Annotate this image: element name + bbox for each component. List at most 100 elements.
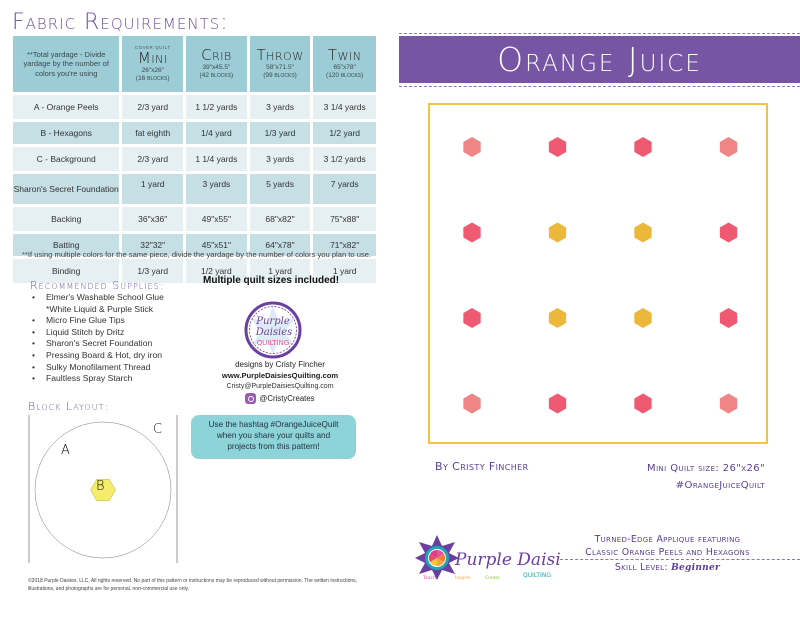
header-size-throw: Throw 58"x71.5" (99 blocks) — [249, 36, 311, 92]
header-note-cell: **Total yardage - Divide yardage by the … — [13, 36, 120, 92]
supply-item: • Liquid Stitch by Dritz — [30, 327, 164, 339]
table-cell: 1 1/2 yards — [186, 95, 247, 119]
hashtag-line: Use the hashtag #OrangeJuiceQuilt — [208, 420, 339, 429]
logo-word-teach: Teach — [422, 575, 436, 581]
table-row: A - Orange Peels 2/3 yard 1 1/2 yards 3 yar… — [13, 95, 376, 119]
table-cell: 68"x82" — [249, 207, 311, 231]
fabric-requirements-title: Fabric Requirements: — [12, 10, 229, 35]
size-dimensions: 58"x71.5" — [266, 63, 294, 71]
hashtag-line: when you share your quilts and — [216, 431, 331, 440]
instagram-row[interactable]: @CristyCreates — [185, 393, 375, 404]
quilt-illustration — [428, 103, 768, 444]
row-label: Binding — [13, 259, 120, 283]
size-blocks: (16 blocks) — [135, 74, 170, 82]
quilt-block — [432, 107, 512, 187]
badge-line2: Daisies — [255, 327, 293, 338]
skill-level: Skill Level: Beginner — [615, 561, 720, 575]
table-row: Binding 1/3 yard 1/2 yard 1 yard 1 yard — [13, 259, 376, 283]
table-cell: 49"x55" — [186, 207, 247, 231]
table-cell: 1/3 yard — [249, 122, 311, 144]
supply-item: • Pressing Board & Hot, dry iron — [30, 350, 164, 362]
table-cell: 71"x82" — [313, 234, 376, 256]
table-cell: 3 yards — [249, 147, 311, 171]
supply-item-label: Sharon's Secret Foundation — [46, 338, 153, 349]
size-dimensions: 65"x78" — [333, 63, 356, 71]
email-link[interactable]: Cristy@PurpleDaisiesQuilting.com — [226, 383, 334, 390]
table-cell: 1 yard — [249, 259, 311, 283]
row-label: Backing — [13, 207, 120, 231]
supply-item: *White Liquid & Purple Stick — [30, 304, 164, 316]
tagline-dash — [560, 559, 800, 560]
quilt-block — [689, 364, 766, 442]
hexagon-b — [90, 478, 116, 502]
peel-bl — [35, 490, 103, 558]
quilt-block — [603, 278, 683, 358]
quilt-grid-svg — [432, 107, 766, 442]
quilt-block — [518, 364, 597, 442]
table-cell: 36"x36" — [122, 207, 184, 231]
supply-item: • Faultless Spray Starch — [30, 373, 164, 385]
table-row: Batting 32"32" 45"x51" 64"x78" 71"x82" — [13, 234, 376, 256]
size-blocks: (120 blocks) — [326, 71, 364, 79]
supply-item: • Sharon's Secret Foundation — [30, 338, 164, 350]
supplies-title: Recommended Supplies: — [30, 279, 165, 292]
table-cell: 2/3 yard — [122, 147, 184, 171]
size-name: Crib — [201, 46, 232, 64]
bullet-icon: • — [32, 326, 36, 337]
row-label: A - Orange Peels — [13, 95, 120, 119]
quilt-block — [518, 193, 597, 272]
fabric-requirements-table: **Total yardage - Divide yardage by the … — [13, 36, 376, 286]
fabric-footnote: **If using multiple colors for the same … — [22, 250, 372, 259]
supply-item-label: Liquid Stitch by Dritz — [46, 326, 125, 337]
header-size-twin: Twin 65"x78" (120 blocks) — [313, 36, 376, 92]
supplies-list: • Elmer's Washable School Glue *White Liqu… — [30, 292, 164, 385]
table-cell: 1 yard — [122, 174, 184, 204]
supply-item-label: Elmer's Washable School Glue — [46, 292, 164, 302]
mini-quilt-size: Mini Quilt size: 26"x26" — [647, 463, 765, 474]
table-row: B - Hexagons fat eighth 1/4 yard 1/3 yard 1/… — [13, 122, 376, 144]
cover-quilt-label: Cover Quilt — [134, 45, 171, 51]
skill-label: Skill Level: — [614, 562, 668, 573]
badge-line3: QUILTING — [257, 339, 290, 347]
website-link[interactable]: www.PurpleDaisiesQuilting.com — [221, 371, 339, 380]
quilt-block — [689, 193, 766, 272]
supply-item-label: *White Liquid & Purple Stick — [46, 303, 153, 314]
mini-size-info: Mini Quilt size: 26"x26" #OrangeJuiceQui… — [647, 460, 765, 494]
copyright-notice: ©2018 Purple Daisies, LLC, All rights re… — [28, 578, 358, 592]
pattern-title: Orange Juice — [497, 40, 702, 79]
table-cell: 5 yards — [249, 174, 311, 204]
table-row: Sharon's Secret Foundation 1 yard 3 yards 5… — [13, 174, 376, 204]
banner-dash-top — [399, 33, 800, 34]
supply-item-label: Pressing Board & Hot, dry iron — [46, 349, 163, 360]
size-name: Twin — [327, 46, 362, 64]
block-diagram-svg — [28, 415, 178, 563]
designer-info: designs by Cristy Fincher www.PurpleDais… — [185, 359, 375, 404]
row-label: B - Hexagons — [13, 122, 120, 144]
supply-item: • Sulky Monofilament Thread — [30, 362, 164, 374]
label-c: C — [153, 422, 163, 437]
table-header-row: **Total yardage - Divide yardage by the … — [13, 36, 376, 92]
peel-br — [103, 490, 171, 558]
table-cell: 1/4 yard — [186, 122, 247, 144]
table-cell: 7 yards — [313, 174, 376, 204]
bullet-icon: • — [32, 315, 36, 326]
size-blocks: (99 blocks) — [263, 71, 297, 79]
quilt-block — [689, 107, 766, 187]
purple-daisies-badge-logo: Purple Daisies QUILTING — [244, 301, 302, 359]
quilt-block — [603, 364, 683, 442]
supply-item: • Micro Fine Glue Tips — [30, 315, 164, 327]
tagline-line1: Turned-Edge Applique featuring — [594, 534, 741, 545]
table-cell: 3 yards — [249, 95, 311, 119]
size-name: Mini — [137, 48, 168, 67]
quilt-block — [432, 193, 512, 272]
table-row: Backing 36"x36" 49"x55" 68"x82" 75"x88" — [13, 207, 376, 231]
supply-item: • Elmer's Washable School Glue — [30, 292, 164, 304]
multiple-sizes-note: Multiple quilt sizes included! — [203, 275, 340, 286]
logo-name: Purple Daisies — [454, 550, 560, 570]
tagline: Turned-Edge Applique featuring Classic O… — [560, 533, 775, 575]
table-cell: 3 1/2 yards — [313, 147, 376, 171]
header-size-mini: Cover Quilt Mini 26"x26" (16 blocks) — [122, 36, 184, 92]
bullet-icon: • — [32, 361, 36, 372]
instagram-icon — [245, 393, 257, 404]
table-cell: 1/2 yard — [186, 259, 247, 283]
